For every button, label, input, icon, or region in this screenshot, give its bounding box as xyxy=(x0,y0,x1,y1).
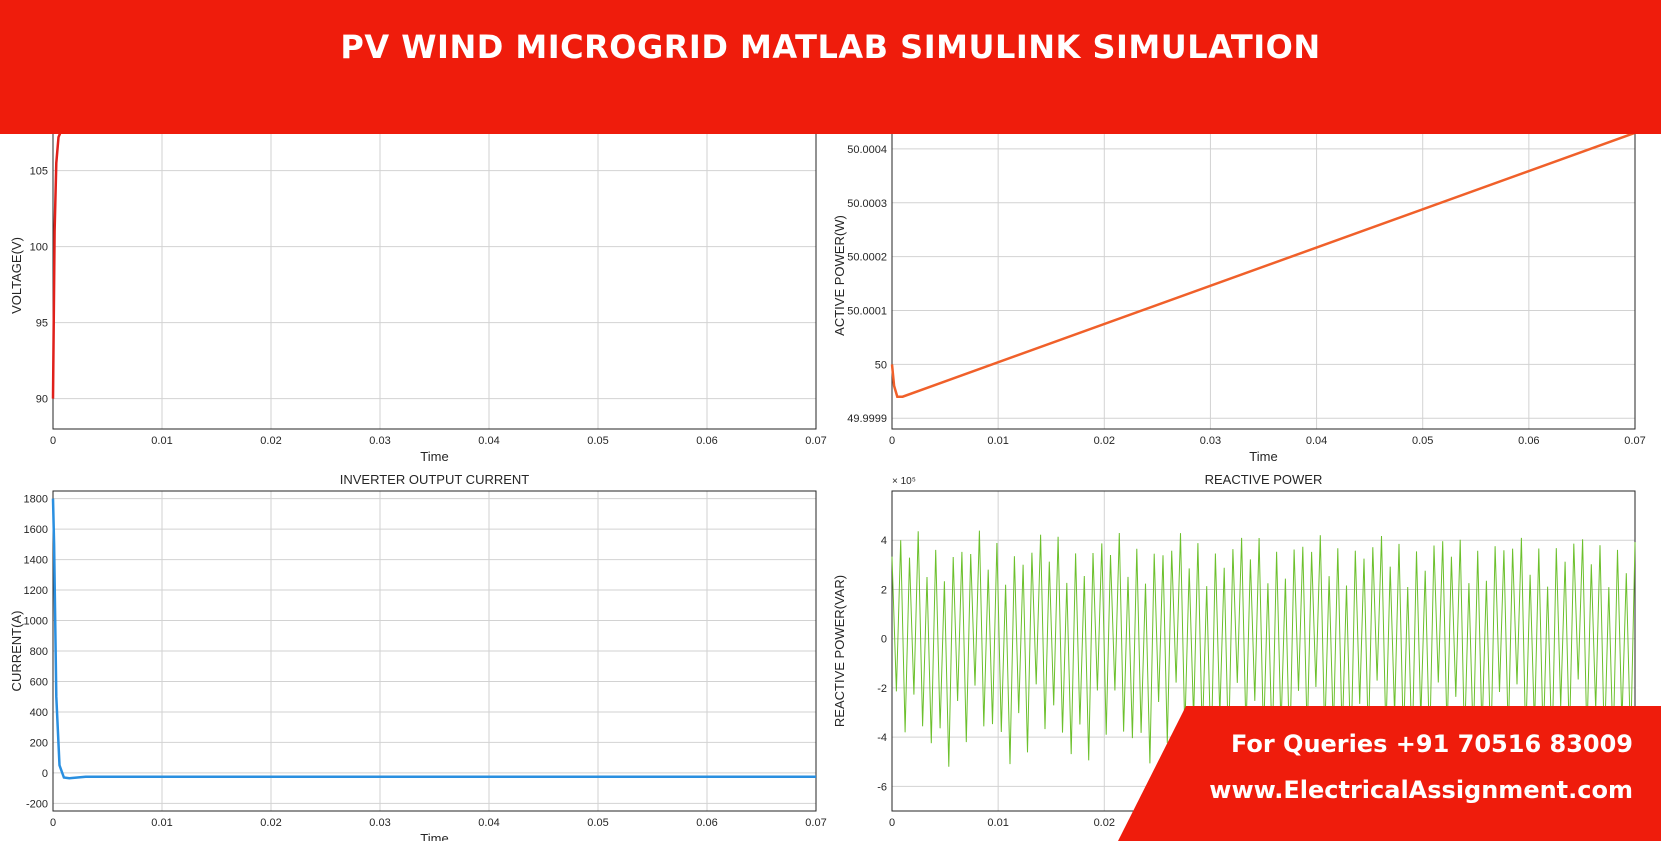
x-tick-label: 0 xyxy=(50,817,56,829)
x-tick-label: 0 xyxy=(889,817,895,829)
x-tick-label: 0.01 xyxy=(151,435,172,447)
y-tick-label: 800 xyxy=(30,646,48,658)
y-tick-label: 105 xyxy=(30,166,48,178)
y-tick-label: 1000 xyxy=(24,616,48,628)
y-tick-label: 1400 xyxy=(24,555,48,567)
plot-area xyxy=(892,122,1635,429)
y-tick-label: -6 xyxy=(877,781,887,793)
chart-2: 0 0.01 0.02 0.03 0.04 0.05 0.06 0.07-2000200400… xyxy=(9,472,827,841)
y-tick-label: 600 xyxy=(30,676,48,688)
x-tick-label: 0.03 xyxy=(369,817,390,829)
badge-background xyxy=(1118,706,1661,841)
x-tick-label: 0.05 xyxy=(1412,435,1433,447)
badge-phone: For Queries +91 70516 83009 xyxy=(1230,730,1633,758)
y-axis-label: REACTIVE POWER(VAR) xyxy=(832,575,847,727)
y-tick-label: 50.0002 xyxy=(847,252,887,264)
badge-website[interactable]: www.ElectricalAssignment.com xyxy=(1209,776,1633,804)
x-tick-label: 0.04 xyxy=(1306,435,1327,447)
title-banner: PV WIND MICROGRID MATLAB SIMULINK SIMULA… xyxy=(0,0,1661,134)
y-tick-label: -2 xyxy=(877,683,887,695)
x-tick-label: 0.04 xyxy=(478,435,499,447)
contact-badge: For Queries +91 70516 83009 www.Electric… xyxy=(1118,706,1661,841)
y-tick-label: 50.0001 xyxy=(847,306,887,318)
y-tick-label: 90 xyxy=(36,394,48,406)
y-tick-label: -200 xyxy=(26,798,48,810)
x-tick-label: 0.05 xyxy=(587,435,608,447)
y-axis-label: CURRENT(A) xyxy=(9,611,24,692)
x-tick-label: 0.05 xyxy=(587,817,608,829)
x-tick-label: 0.07 xyxy=(1624,435,1645,447)
series-line xyxy=(890,131,1636,398)
x-tick-label: 0.06 xyxy=(1518,435,1539,447)
x-axis-label: Time xyxy=(420,449,448,464)
x-tick-label: 0.03 xyxy=(369,435,390,447)
plot-area xyxy=(53,122,816,429)
y-tick-label: 50 xyxy=(875,359,887,371)
y-tick-label: 4 xyxy=(881,535,887,547)
y-tick-label: 0 xyxy=(42,768,48,780)
x-tick-label: 0.06 xyxy=(696,435,717,447)
x-tick-label: 0.02 xyxy=(1094,817,1115,829)
y-tick-label: 2 xyxy=(881,584,887,596)
x-tick-label: 0.03 xyxy=(1200,435,1221,447)
x-tick-label: 0.07 xyxy=(805,435,826,447)
y-tick-label: 1200 xyxy=(24,585,48,597)
x-tick-label: 0.02 xyxy=(260,435,281,447)
x-axis-label: Time xyxy=(1249,449,1277,464)
axes-box xyxy=(52,490,817,812)
chart-title: INVERTER OUTPUT CURRENT xyxy=(340,472,530,487)
y-tick-label: 1800 xyxy=(24,494,48,506)
y-tick-label: 1600 xyxy=(24,524,48,536)
y-tick-label: 200 xyxy=(30,737,48,749)
y-tick-label: 50.0003 xyxy=(847,198,887,210)
x-tick-label: 0.07 xyxy=(805,817,826,829)
x-tick-label: 0 xyxy=(889,435,895,447)
chart-title: REACTIVE POWER xyxy=(1205,472,1323,487)
y-tick-label: 100 xyxy=(30,242,48,254)
y-tick-label: 95 xyxy=(36,318,48,330)
y-axis-label: ACTIVE POWER(W) xyxy=(832,215,847,336)
y-axis-label: VOLTAGE(V) xyxy=(9,237,24,314)
x-tick-label: 0.01 xyxy=(151,817,172,829)
banner-title: PV WIND MICROGRID MATLAB SIMULINK SIMULA… xyxy=(340,28,1321,66)
y-tick-label: 50.0004 xyxy=(847,144,887,156)
series-line xyxy=(51,498,816,780)
x-axis-label: Time xyxy=(420,831,448,841)
x-tick-label: 0.01 xyxy=(987,817,1008,829)
y-tick-label: -4 xyxy=(877,732,887,744)
x-tick-label: 0.06 xyxy=(696,817,717,829)
chart-1: 0 0.01 0.02 0.03 0.04 0.05 0.06 0.07 49.9999 50 50… xyxy=(832,121,1646,464)
x-tick-label: 0.01 xyxy=(987,435,1008,447)
x-tick-label: 0.04 xyxy=(478,817,499,829)
x-tick-label: 0.02 xyxy=(1094,435,1115,447)
y-multiplier: × 10⁵ xyxy=(892,476,916,487)
y-tick-label: 400 xyxy=(30,707,48,719)
x-tick-label: 0 xyxy=(50,435,56,447)
x-tick-label: 0.02 xyxy=(260,817,281,829)
y-tick-label: 0 xyxy=(881,634,887,646)
y-tick-label: 49.9999 xyxy=(847,413,887,425)
chart-0: 0 0.01 0.02 0.03 0.04 0.05 0.06 0.07 90 95 100 105 T… xyxy=(9,121,827,464)
